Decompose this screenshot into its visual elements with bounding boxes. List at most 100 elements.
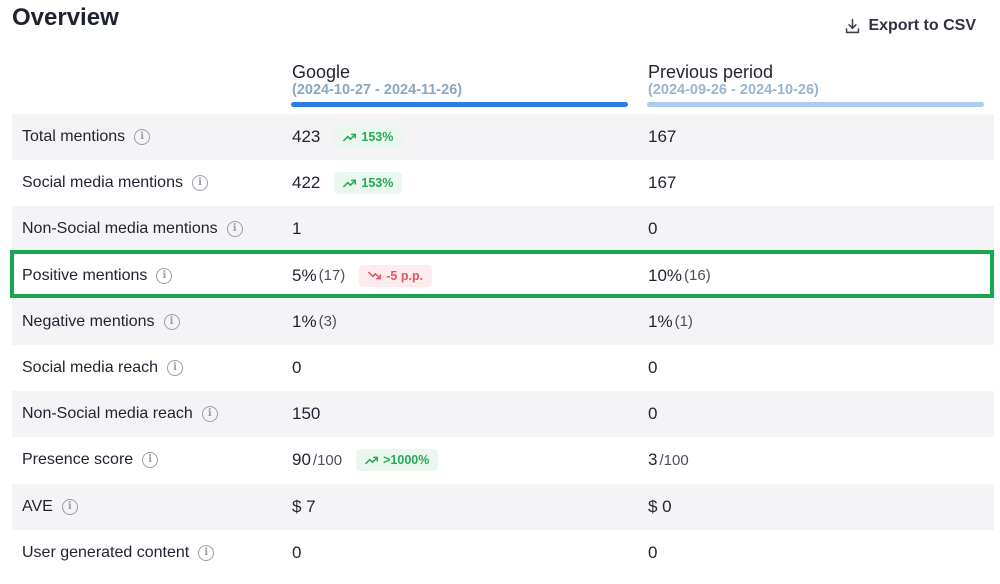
info-icon[interactable]: i <box>167 360 184 377</box>
change-badge: -5 p.p. <box>359 264 433 287</box>
metrics-table: Total mentions i 423 153% 167 Social media me… <box>12 114 994 576</box>
previous-main: $ 0 <box>648 496 672 516</box>
change-badge: 153% <box>334 126 403 149</box>
previous-value: 3/100 <box>648 450 689 470</box>
metric-label: Non-Social media reach i <box>22 405 218 423</box>
metric-name: Social media reach <box>22 359 159 377</box>
table-row: Social media mentions i 422 153% 167 <box>12 160 994 206</box>
metric-name: Social media mentions <box>22 174 183 192</box>
previous-sub: (1) <box>674 313 693 331</box>
current-sub: (17) <box>318 267 346 285</box>
trend-up-icon <box>365 455 379 465</box>
previous-value: $ 0 <box>648 497 672 517</box>
current-value: 90/100 >1000% <box>292 449 439 472</box>
current-main: 422 <box>292 173 321 193</box>
trend-down-icon <box>368 271 382 281</box>
info-icon[interactable]: i <box>134 129 151 146</box>
current-main: 90 <box>292 450 311 470</box>
info-icon[interactable]: i <box>61 498 78 515</box>
previous-main: 1% <box>648 311 673 331</box>
column-name: Previous period <box>648 62 774 82</box>
metric-name: Non-Social media mentions <box>22 220 218 238</box>
table-row: Non-Social media mentions i 1 0 <box>12 206 994 253</box>
info-icon[interactable]: i <box>163 313 180 330</box>
info-icon[interactable]: i <box>191 175 208 192</box>
info-icon[interactable]: i <box>198 544 215 561</box>
current-value: 422 153% <box>292 172 403 195</box>
current-value: 1% (3) <box>292 312 337 332</box>
metric-label: User generated content i <box>22 543 215 562</box>
previous-value: 0 <box>648 543 657 563</box>
change-value: -5 p.p. <box>386 268 424 283</box>
previous-value: 167 <box>648 173 676 193</box>
current-main: 0 <box>292 542 302 562</box>
current-sub: (3) <box>318 313 337 331</box>
table-row: Negative mentions i 1% (3) 1% (1) <box>12 298 994 345</box>
current-main: 0 <box>292 358 302 378</box>
metric-label: Social media mentions i <box>22 174 208 192</box>
current-value: 150 <box>292 404 320 424</box>
table-row: Non-Social media reach i 150 0 <box>12 391 994 438</box>
metric-label: Presence score i <box>22 451 159 469</box>
metric-name: Presence score <box>22 451 134 469</box>
table-row: Presence score i 90/100 >1000% 3/100 <box>12 437 994 483</box>
current-value: 5% (17) -5 p.p. <box>292 264 433 287</box>
current-main: 423 <box>292 127 321 147</box>
metric-name: Total mentions <box>22 128 126 146</box>
current-value: 0 <box>292 358 301 378</box>
previous-main: 3 <box>648 450 658 470</box>
export-csv-button[interactable]: Export to CSV <box>844 17 976 35</box>
table-row: Total mentions i 423 153% 167 <box>12 114 994 161</box>
metric-label: AVE i <box>22 498 78 516</box>
current-value: $ 7 <box>292 497 316 517</box>
metric-label: Total mentions i <box>22 128 151 146</box>
current-value: 1 <box>292 219 301 239</box>
previous-main: 0 <box>648 404 658 424</box>
table-row: Positive mentions i 5% (17) -5 p.p. 10% (16) <box>12 253 994 299</box>
column-header-previous-period: Previous period (2024-09-26 - 2024-10-26… <box>647 62 984 107</box>
metric-name: Non-Social media reach <box>22 405 193 423</box>
previous-value: 10% (16) <box>648 266 711 286</box>
info-icon[interactable]: i <box>201 406 218 423</box>
column-header-google: Google (2024-10-27 - 2024-11-26) <box>291 62 628 107</box>
previous-main: 0 <box>648 542 658 562</box>
metric-label: Negative mentions i <box>22 313 180 331</box>
current-main: 5% <box>292 265 317 285</box>
previous-main: 0 <box>648 358 658 378</box>
previous-main: 167 <box>648 127 677 147</box>
current-main: $ 7 <box>292 496 316 516</box>
previous-value: 167 <box>648 127 676 147</box>
previous-sub: /100 <box>659 451 689 469</box>
export-label: Export to CSV <box>868 17 976 34</box>
change-value: >1000% <box>383 453 430 468</box>
change-value: 153% <box>361 176 394 191</box>
table-row: AVE i $ 7 $ 0 <box>12 483 994 530</box>
metric-name: AVE <box>22 497 53 515</box>
previous-sub: (16) <box>684 267 711 285</box>
column-color-bar <box>291 102 628 107</box>
metric-label: Social media reach i <box>22 359 184 377</box>
change-badge: 153% <box>334 172 403 195</box>
column-name: Google <box>292 62 351 82</box>
info-icon[interactable]: i <box>142 452 159 469</box>
previous-value: 1% (1) <box>648 312 693 332</box>
info-icon[interactable]: i <box>226 221 243 238</box>
column-color-bar <box>647 102 984 107</box>
metric-name: Negative mentions <box>22 312 155 330</box>
metric-name: Positive mentions <box>22 266 148 284</box>
download-icon <box>846 18 860 33</box>
current-main: 1% <box>292 311 317 331</box>
current-value: 423 153% <box>292 126 403 149</box>
info-icon[interactable]: i <box>156 267 173 284</box>
column-date-range: (2024-10-27 - 2024-11-26) <box>292 82 463 98</box>
current-main: 150 <box>292 404 321 424</box>
table-row: Social media reach i 0 0 <box>12 345 994 391</box>
table-row: User generated content i 0 0 <box>12 530 994 576</box>
previous-main: 167 <box>648 173 677 193</box>
previous-main: 0 <box>648 219 658 239</box>
previous-main: 10% <box>648 265 683 285</box>
metric-name: User generated content <box>22 543 190 561</box>
current-main: 1 <box>292 219 302 239</box>
change-badge: >1000% <box>356 449 439 472</box>
column-date-range: (2024-09-26 - 2024-10-26) <box>648 82 819 98</box>
